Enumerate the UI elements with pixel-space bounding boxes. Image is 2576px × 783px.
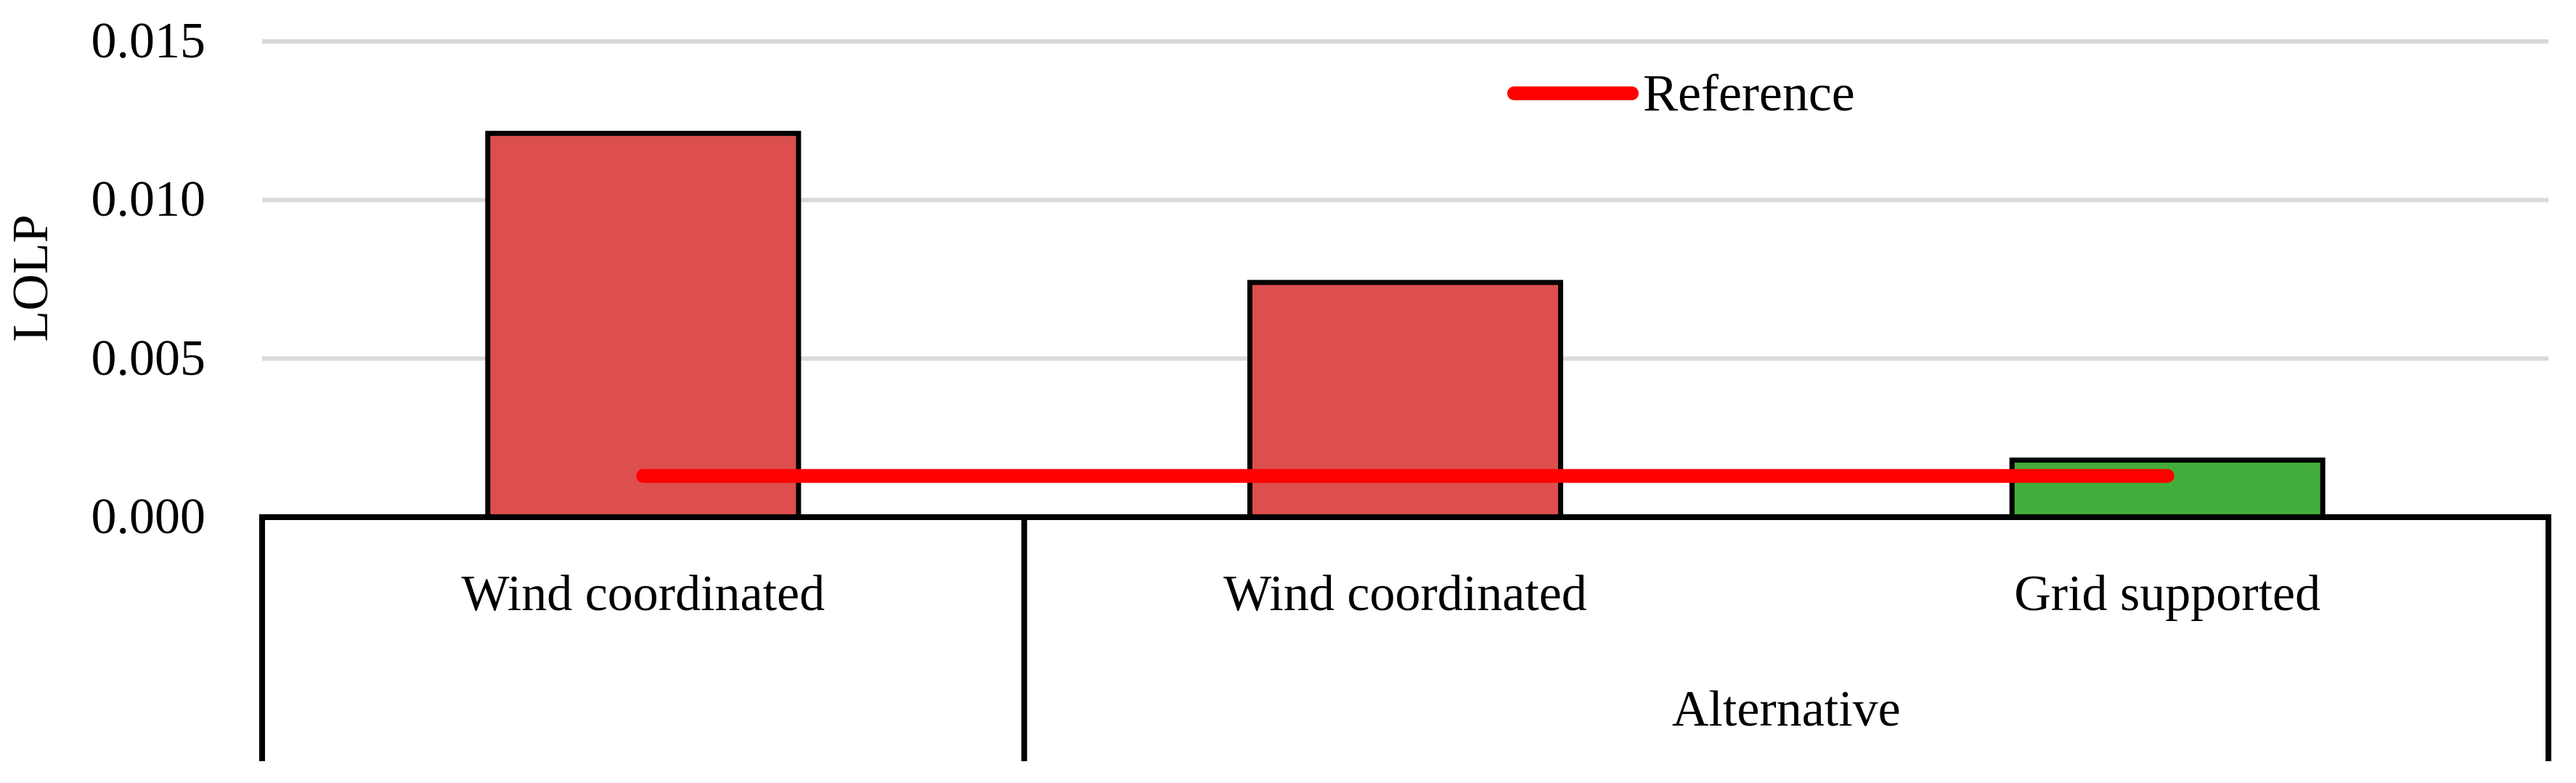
- legend-label: Reference: [1643, 64, 1855, 122]
- y-tick-label: 0.000: [91, 489, 206, 545]
- category-label: Wind coordinated: [461, 566, 826, 622]
- legend: Reference: [1507, 64, 1855, 122]
- y-tick-label: 0.005: [91, 330, 206, 386]
- legend-line-icon: [1507, 86, 1639, 100]
- y-axis-title: LOLP: [3, 214, 59, 342]
- bar-0: [485, 131, 802, 520]
- category-label: Grid supported: [2014, 566, 2321, 622]
- y-tick-label: 0.015: [91, 13, 206, 69]
- category-group-label: Alternative: [1671, 681, 1901, 737]
- bar-2: [2009, 457, 2326, 520]
- y-tick-label: 0.010: [91, 171, 206, 228]
- category-label: Wind coordinated: [1223, 566, 1587, 622]
